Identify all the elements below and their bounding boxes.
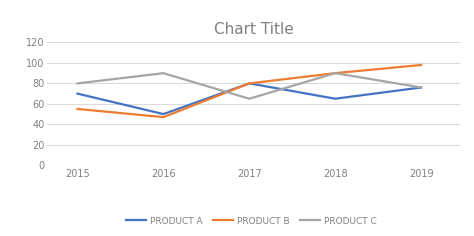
PRODUCT C xyxy=(418,86,424,89)
PRODUCT A xyxy=(246,82,252,85)
PRODUCT A xyxy=(161,113,166,115)
PRODUCT C xyxy=(332,72,338,75)
PRODUCT B xyxy=(161,116,166,118)
PRODUCT B xyxy=(332,72,338,75)
PRODUCT B xyxy=(246,82,252,85)
PRODUCT C xyxy=(246,97,252,100)
Line: PRODUCT B: PRODUCT B xyxy=(77,65,421,117)
Line: PRODUCT C: PRODUCT C xyxy=(77,73,421,99)
Line: PRODUCT A: PRODUCT A xyxy=(77,83,421,114)
PRODUCT C xyxy=(74,82,80,85)
PRODUCT A xyxy=(74,92,80,95)
PRODUCT A xyxy=(418,86,424,89)
Title: Chart Title: Chart Title xyxy=(214,22,293,37)
PRODUCT C xyxy=(161,72,166,75)
PRODUCT B xyxy=(418,63,424,66)
PRODUCT A xyxy=(332,97,338,100)
Legend: PRODUCT A, PRODUCT B, PRODUCT C: PRODUCT A, PRODUCT B, PRODUCT C xyxy=(123,213,380,229)
PRODUCT B xyxy=(74,108,80,110)
